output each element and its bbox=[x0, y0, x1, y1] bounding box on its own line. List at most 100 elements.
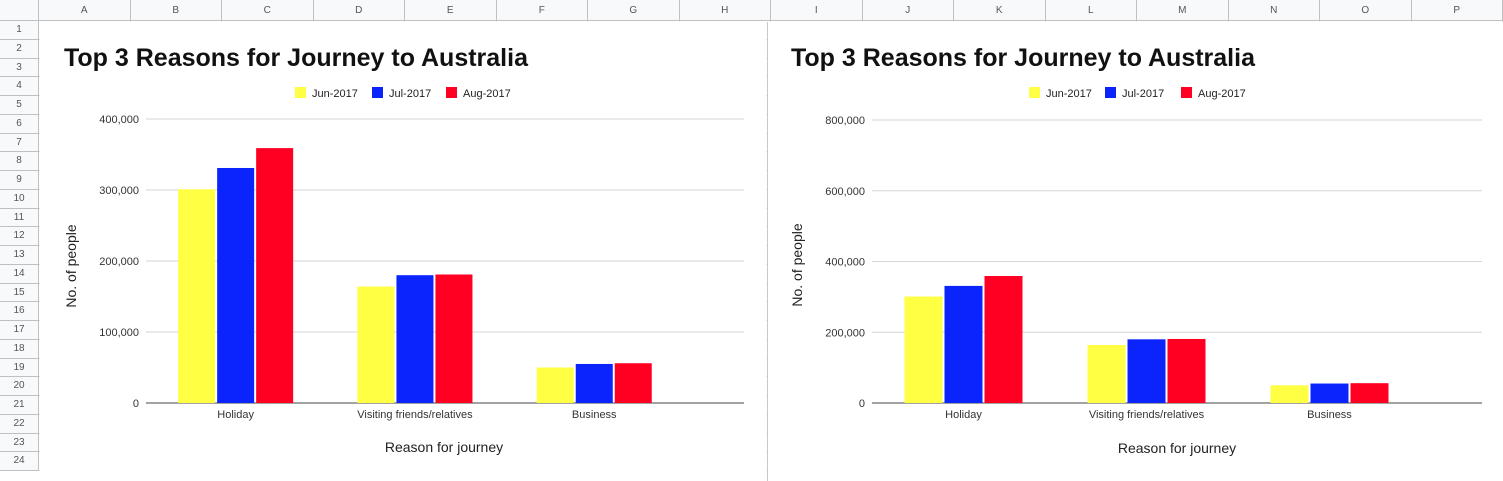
y-axis-label: No. of people bbox=[789, 223, 805, 306]
legend-swatch bbox=[446, 87, 457, 98]
chart-right[interactable]: Top 3 Reasons for Journey to Australia J… bbox=[767, 22, 1503, 481]
chart-right-svg: Top 3 Reasons for Journey to Australia J… bbox=[789, 44, 1482, 456]
row-header-19[interactable]: 19 bbox=[0, 358, 39, 378]
column-header-c[interactable]: C bbox=[222, 0, 314, 21]
y-tick-label: 400,000 bbox=[825, 257, 865, 269]
row-header-22[interactable]: 22 bbox=[0, 414, 39, 434]
legend-label: Jul-2017 bbox=[1122, 88, 1164, 100]
row-header-23[interactable]: 23 bbox=[0, 433, 39, 453]
row-header-14[interactable]: 14 bbox=[0, 264, 39, 284]
row-header-11[interactable]: 11 bbox=[0, 208, 39, 228]
row-header-15[interactable]: 15 bbox=[0, 283, 39, 303]
column-header-f[interactable]: F bbox=[496, 0, 588, 21]
legend-swatch bbox=[1029, 87, 1040, 98]
y-tick-label: 0 bbox=[859, 398, 865, 410]
row-header-13[interactable]: 13 bbox=[0, 246, 39, 265]
column-header-a[interactable]: A bbox=[39, 0, 131, 21]
column-header-d[interactable]: D bbox=[313, 0, 405, 21]
legend-swatch bbox=[372, 87, 383, 98]
row-header-3[interactable]: 3 bbox=[0, 58, 39, 78]
y-axis-label: No. of people bbox=[63, 224, 79, 307]
y-tick-label: 200,000 bbox=[825, 327, 865, 339]
column-header-g[interactable]: G bbox=[588, 0, 680, 21]
row-header-21[interactable]: 21 bbox=[0, 396, 39, 415]
row-header-5[interactable]: 5 bbox=[0, 96, 39, 115]
x-tick-label: Visiting friends/relatives bbox=[1089, 409, 1205, 421]
y-tick-label: 100,000 bbox=[99, 327, 139, 339]
column-header-i[interactable]: I bbox=[771, 0, 863, 21]
x-tick-labels: Holiday Visiting friends/relatives Busines… bbox=[945, 409, 1352, 421]
column-header-o[interactable]: O bbox=[1320, 0, 1412, 21]
row-header-6[interactable]: 6 bbox=[0, 114, 39, 134]
select-all-corner[interactable] bbox=[0, 0, 39, 21]
bar-jun-2017 bbox=[1270, 385, 1309, 403]
y-tick-label: 600,000 bbox=[825, 186, 865, 198]
legend-swatch bbox=[1181, 87, 1192, 98]
x-tick-label: Visiting friends/relatives bbox=[357, 409, 473, 421]
row-header-9[interactable]: 9 bbox=[0, 171, 39, 190]
column-header-n[interactable]: N bbox=[1228, 0, 1320, 21]
column-header-k[interactable]: K bbox=[954, 0, 1046, 21]
x-axis-label: Reason for journey bbox=[1118, 440, 1236, 456]
legend-label: Aug-2017 bbox=[463, 88, 511, 100]
row-header-4[interactable]: 4 bbox=[0, 77, 39, 96]
column-header-l[interactable]: L bbox=[1045, 0, 1137, 21]
row-header-1[interactable]: 1 bbox=[0, 21, 39, 40]
row-header-24[interactable]: 24 bbox=[0, 452, 39, 471]
x-tick-labels: Holiday Visiting friends/relatives Busines… bbox=[217, 409, 617, 421]
row-header-10[interactable]: 10 bbox=[0, 189, 39, 209]
bar-aug-2017 bbox=[614, 363, 652, 403]
row-header-16[interactable]: 16 bbox=[0, 302, 39, 321]
bar-jul-2017 bbox=[944, 285, 983, 403]
legend-label: Jul-2017 bbox=[389, 88, 431, 100]
bar-jul-2017 bbox=[1310, 383, 1349, 403]
row-header-7[interactable]: 7 bbox=[0, 133, 39, 153]
y-tick-label: 0 bbox=[133, 398, 139, 410]
bar-jun-2017 bbox=[904, 296, 943, 403]
row-header-17[interactable]: 17 bbox=[0, 321, 39, 340]
row-header-12[interactable]: 12 bbox=[0, 227, 39, 246]
bar-jul-2017 bbox=[575, 363, 613, 403]
chart-legend: Jun-2017 Jul-2017 Aug-2017 bbox=[295, 87, 511, 100]
y-tick-labels: 0 100,000 200,000 300,000 400,000 bbox=[99, 114, 139, 410]
y-tick-label: 400,000 bbox=[99, 114, 139, 126]
bar-jul-2017 bbox=[217, 167, 255, 403]
legend-swatch bbox=[295, 87, 306, 98]
chart-left[interactable]: Top 3 Reasons for Journey to Australia J… bbox=[40, 22, 766, 481]
bar-aug-2017 bbox=[1167, 338, 1206, 403]
y-tick-label: 800,000 bbox=[825, 115, 865, 127]
bar-aug-2017 bbox=[256, 148, 294, 403]
bar-aug-2017 bbox=[984, 276, 1023, 403]
y-tick-labels: 0 200,000 400,000 600,000 800,000 bbox=[825, 115, 865, 410]
bar-jul-2017 bbox=[396, 275, 434, 403]
column-header-j[interactable]: J bbox=[862, 0, 954, 21]
bar-aug-2017 bbox=[435, 274, 473, 403]
legend-label: Jun-2017 bbox=[1046, 88, 1092, 100]
legend-label: Jun-2017 bbox=[312, 88, 358, 100]
row-header-2[interactable]: 2 bbox=[0, 39, 39, 59]
bar-jun-2017 bbox=[178, 189, 216, 403]
row-header-20[interactable]: 20 bbox=[0, 377, 39, 396]
x-tick-label: Business bbox=[1307, 409, 1352, 421]
x-tick-label: Business bbox=[572, 409, 617, 421]
x-axis-label: Reason for journey bbox=[385, 439, 503, 455]
bar-marks bbox=[178, 148, 652, 403]
row-header-8[interactable]: 8 bbox=[0, 152, 39, 171]
chart-title: Top 3 Reasons for Journey to Australia bbox=[791, 44, 1256, 72]
legend-swatch bbox=[1105, 87, 1116, 98]
chart-title: Top 3 Reasons for Journey to Australia bbox=[64, 44, 529, 72]
y-tick-label: 300,000 bbox=[99, 185, 139, 197]
bar-jun-2017 bbox=[536, 367, 574, 403]
column-header-b[interactable]: B bbox=[130, 0, 222, 21]
column-header-p[interactable]: P bbox=[1411, 0, 1503, 21]
row-header-18[interactable]: 18 bbox=[0, 339, 39, 359]
bar-marks bbox=[904, 276, 1389, 403]
bar-jun-2017 bbox=[1087, 344, 1126, 403]
bar-aug-2017 bbox=[1350, 383, 1389, 403]
chart-left-svg: Top 3 Reasons for Journey to Australia J… bbox=[63, 44, 744, 455]
x-tick-label: Holiday bbox=[945, 409, 982, 421]
column-header-h[interactable]: H bbox=[679, 0, 771, 21]
column-header-e[interactable]: E bbox=[405, 0, 497, 21]
y-tick-label: 200,000 bbox=[99, 256, 139, 268]
column-header-m[interactable]: M bbox=[1137, 0, 1229, 21]
